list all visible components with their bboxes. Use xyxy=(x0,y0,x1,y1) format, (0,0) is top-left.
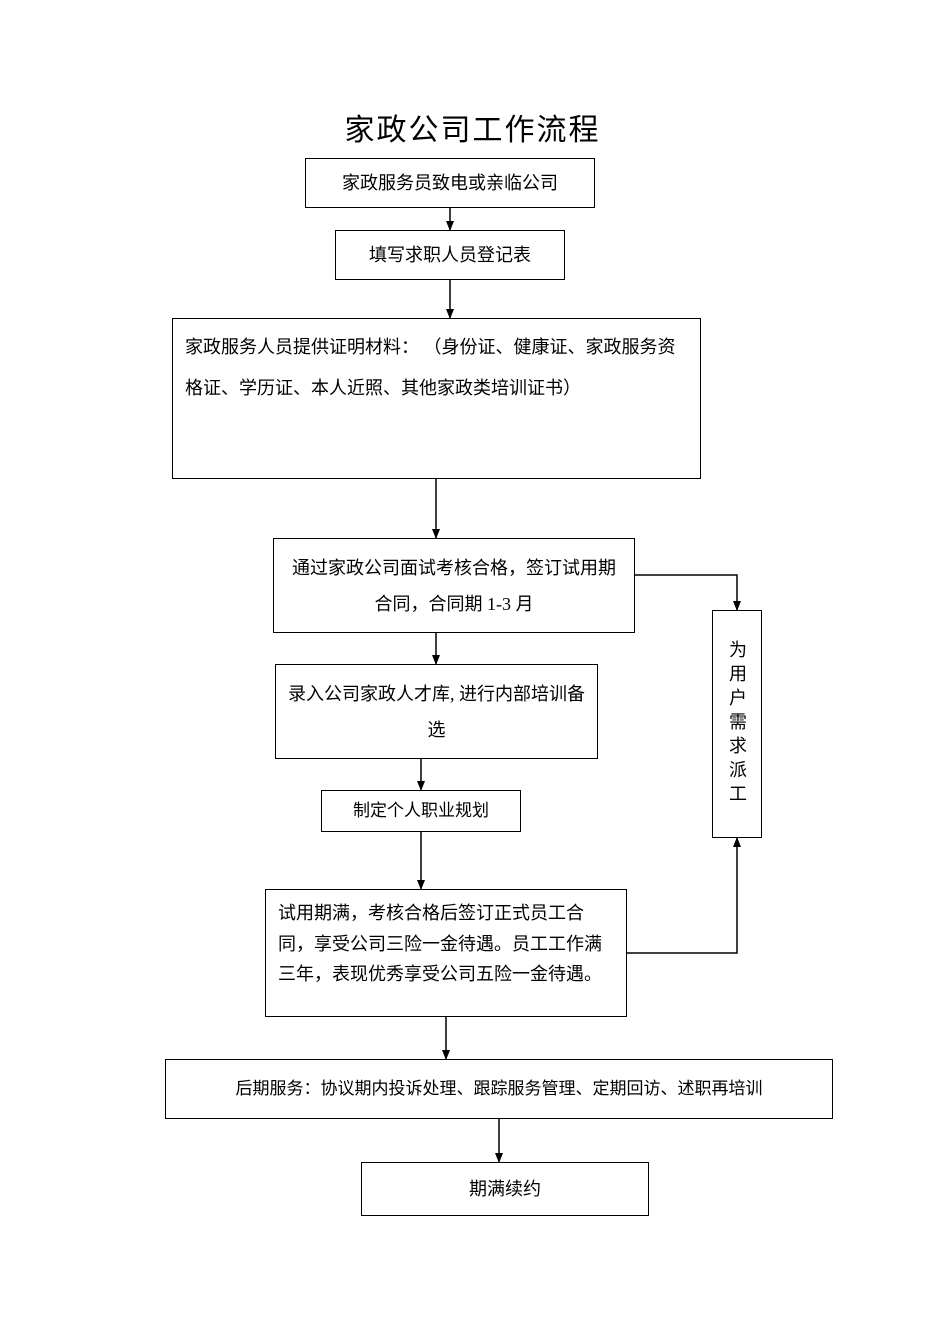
node-formal-contract: 试用期满，考核合格后签订正式员工合同，享受公司三险一金待遇。员工工作满三年，表现… xyxy=(265,889,627,1017)
page-title: 家政公司工作流程 xyxy=(0,105,945,149)
node-talent-pool: 录入公司家政人才库, 进行内部培训备选 xyxy=(275,664,598,759)
node-dispatch: 为用户需求派工 xyxy=(712,610,762,838)
node-contact: 家政服务员致电或亲临公司 xyxy=(305,158,595,208)
node-documents: 家政服务人员提供证明材料： （身份证、健康证、家政服务资格证、学历证、本人近照、… xyxy=(172,318,701,479)
node-followup: 后期服务：协议期内投诉处理、跟踪服务管理、定期回访、述职再培训 xyxy=(165,1059,833,1119)
node-career-plan: 制定个人职业规划 xyxy=(321,790,521,832)
node-register: 填写求职人员登记表 xyxy=(335,230,565,280)
node-renew: 期满续约 xyxy=(361,1162,649,1216)
node-interview: 通过家政公司面试考核合格，签订试用期合同，合同期 1-3 月 xyxy=(273,538,635,633)
